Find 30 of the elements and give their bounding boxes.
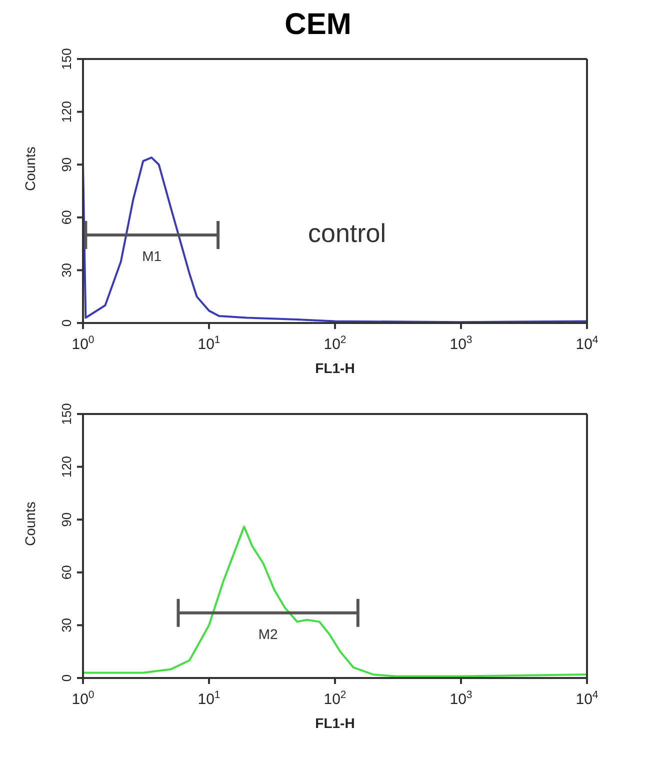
- y-tick-label: 90: [59, 157, 74, 172]
- y-tick-label: 150: [59, 403, 74, 425]
- y-tick-label: 30: [59, 262, 74, 278]
- x-axis-title: FL1-H: [315, 360, 355, 376]
- y-tick-label: 150: [59, 48, 74, 70]
- x-tick-label: 10$^{4}$: [576, 689, 598, 708]
- y-tick-label: 30: [59, 618, 74, 632]
- y-tick-label: 90: [59, 512, 74, 527]
- y-tick-label: 60: [59, 565, 74, 580]
- y-tick-label: 0: [59, 319, 74, 327]
- annotation: control: [308, 218, 386, 249]
- x-tick-label: 10$^{4}$: [576, 334, 598, 353]
- x-tick-label: 10$^{2}$: [324, 689, 346, 708]
- x-tick-label: 10$^{0}$: [72, 689, 94, 708]
- y-tick-label: 60: [59, 210, 74, 225]
- y-tick-label: 120: [59, 100, 74, 123]
- chart-title: CEM: [284, 8, 352, 43]
- x-tick-label: 10$^{3}$: [450, 689, 472, 708]
- x-tick-label: 10$^{3}$: [450, 334, 472, 353]
- y-axis-title: Counts: [22, 502, 38, 546]
- y-tick-label: 120: [59, 456, 74, 478]
- y-axis-title: Counts: [22, 146, 38, 191]
- x-tick-label: 10$^{0}$: [72, 334, 94, 353]
- x-tick-label: 10$^{1}$: [198, 334, 220, 353]
- annotation: M2: [258, 626, 278, 642]
- x-tick-label: 10$^{2}$: [324, 334, 346, 353]
- x-axis-title: FL1-H: [315, 715, 355, 731]
- y-tick-label: 0: [59, 674, 74, 682]
- x-tick-label: 10$^{1}$: [198, 689, 220, 708]
- annotation: M1: [142, 248, 162, 264]
